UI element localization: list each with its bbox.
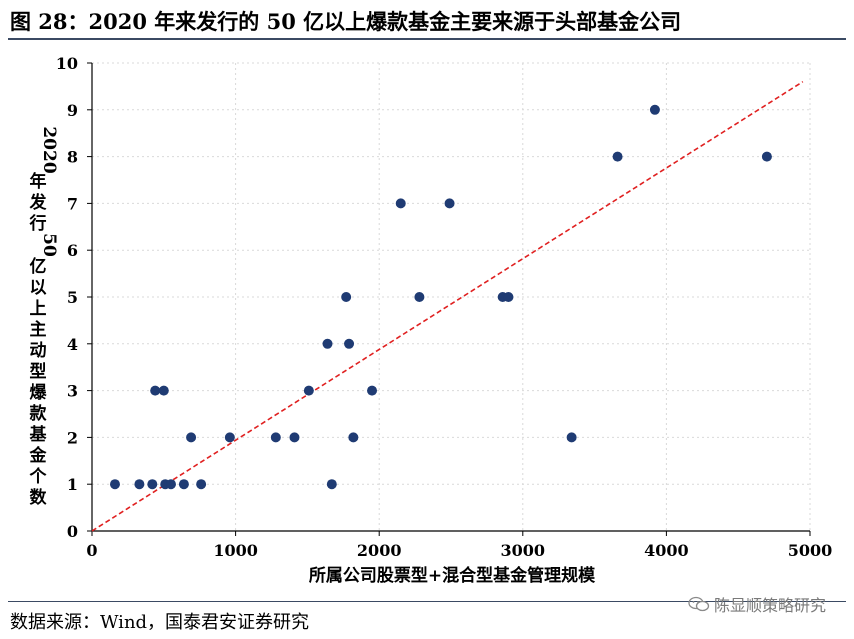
data-point — [134, 479, 145, 490]
data-point — [649, 104, 660, 115]
y-tick-label: 5 — [67, 288, 78, 307]
y-label-char: 上 — [30, 299, 47, 319]
watermark: 陈显顺策略研究 — [688, 592, 826, 616]
data-point — [303, 385, 314, 396]
y-label-char: 金 — [29, 445, 48, 466]
data-point — [224, 432, 235, 443]
y-label-char: 行 — [29, 213, 47, 234]
data-point — [367, 385, 378, 396]
data-point — [761, 151, 772, 162]
x-axis-label: 所属公司股票型+混合型基金管理规模 — [309, 565, 596, 586]
figure-title: 图 28：2020 年来发行的 50 亿以上爆款基金主要来源于头部基金公司 — [10, 9, 682, 34]
y-tick-label: 9 — [67, 101, 78, 120]
data-point — [326, 479, 337, 490]
data-point — [196, 479, 207, 490]
data-point — [322, 338, 333, 349]
x-tick-label: 3000 — [501, 541, 546, 560]
source-note: 数据来源：Wind，国泰君安证券研究 — [10, 612, 310, 633]
scatter-chart: 0 1 2 3 4 5 6 7 8 9 10 0 1000 2000 3000 4000 5000 2020年… — [29, 54, 833, 586]
y-label-char: 款 — [30, 403, 48, 424]
y-tick-label: 10 — [56, 54, 78, 73]
y-label-char: 发 — [29, 192, 48, 213]
data-point — [395, 198, 406, 209]
data-point — [270, 432, 281, 443]
y-tick-label: 3 — [67, 382, 78, 401]
trendline-group — [91, 81, 804, 532]
x-tick-label: 4000 — [644, 541, 689, 560]
data-point — [566, 432, 577, 443]
y-tick-labels: 0 1 2 3 4 5 6 7 8 9 10 — [56, 54, 78, 541]
data-point — [344, 338, 355, 349]
y-label-segment: 2020 — [39, 126, 59, 173]
y-label-segment: 50 — [39, 233, 59, 257]
title-rule — [8, 38, 846, 40]
data-point — [503, 292, 514, 302]
grid-lines — [92, 62, 811, 531]
y-tick-label: 8 — [67, 148, 78, 167]
trendline — [91, 81, 804, 532]
data-point — [341, 292, 352, 302]
y-label-char: 动 — [30, 341, 47, 361]
y-label-char: 年 — [30, 171, 47, 192]
data-point — [348, 432, 359, 443]
data-point — [158, 385, 169, 396]
y-tick-label: 4 — [67, 335, 78, 354]
data-point — [612, 151, 623, 162]
x-tick-label: 1000 — [213, 541, 258, 560]
data-point — [178, 479, 189, 490]
watermark-text: 陈显顺策略研究 — [713, 596, 826, 615]
data-point — [444, 198, 455, 209]
data-point — [289, 432, 300, 443]
y-label-char: 型 — [30, 361, 47, 382]
y-label-char: 爆 — [30, 383, 48, 403]
y-label-char: 亿 — [30, 256, 47, 277]
y-label-char: 数 — [30, 487, 48, 508]
x-tick-label: 0 — [86, 541, 97, 560]
x-tick-label: 5000 — [788, 541, 833, 560]
data-point — [414, 292, 425, 302]
y-tick-label: 7 — [67, 194, 78, 213]
y-tick-label: 0 — [67, 522, 78, 541]
data-point — [165, 479, 176, 490]
y-label-char: 基 — [29, 424, 48, 445]
axes — [87, 62, 811, 536]
data-point — [186, 432, 197, 443]
y-label-char: 主 — [30, 319, 47, 340]
source-rule — [8, 601, 846, 602]
y-label-char: 个 — [29, 466, 48, 487]
data-points — [109, 104, 772, 490]
y-tick-label: 6 — [67, 241, 78, 260]
wechat-icon — [688, 596, 710, 612]
y-tick-label: 1 — [67, 475, 78, 494]
y-tick-label: 2 — [67, 428, 78, 447]
data-point — [147, 479, 158, 490]
data-point — [150, 385, 161, 396]
x-tick-labels: 0 1000 2000 3000 4000 5000 — [86, 541, 832, 560]
y-label-char: 以 — [30, 278, 47, 298]
data-point — [109, 479, 120, 490]
x-tick-label: 2000 — [357, 541, 402, 560]
